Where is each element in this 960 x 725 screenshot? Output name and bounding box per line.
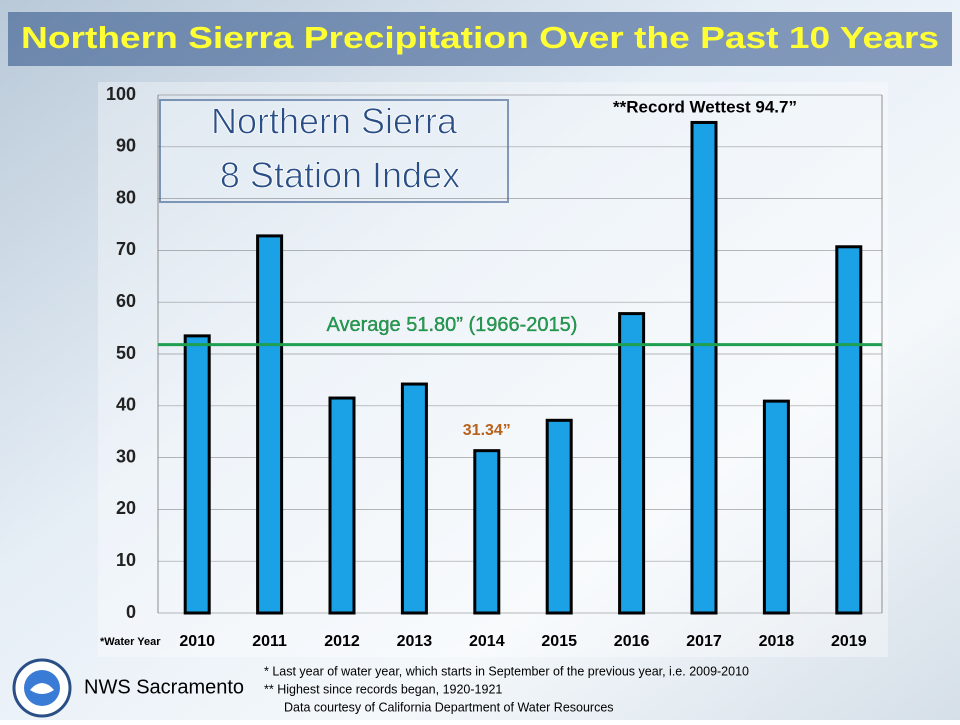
y-tick-label: 70 — [116, 239, 136, 259]
bar — [545, 418, 573, 615]
y-tick-label: 100 — [106, 84, 136, 104]
y-tick-label: 10 — [116, 550, 136, 570]
bar — [690, 120, 718, 615]
y-tick-label: 50 — [116, 343, 136, 363]
title-bar — [8, 12, 952, 66]
footnote: ** Highest since records began, 1920-192… — [264, 682, 502, 696]
chart-title: Northern Sierra Precipitation Over the P… — [21, 20, 939, 55]
y-tick-label: 40 — [116, 395, 136, 415]
y-tick-label: 0 — [126, 602, 136, 622]
x-tick-label: 2014 — [469, 633, 505, 650]
bar — [256, 234, 284, 615]
value-label: 31.34” — [463, 422, 511, 439]
x-tick-label: 2011 — [252, 633, 287, 650]
y-tick-label: 60 — [116, 291, 136, 311]
y-tick-label: 30 — [116, 446, 136, 466]
x-tick-label: 2016 — [614, 633, 650, 650]
source: NWS Sacramento — [84, 676, 244, 698]
y-tick-label: 80 — [116, 187, 136, 207]
x-tick-label: 2018 — [759, 633, 795, 650]
average-label: Average 51.80” (1966-2015) — [327, 314, 578, 336]
footnote: * Last year of water year, which starts … — [264, 664, 749, 678]
x-tick-label: 2017 — [686, 633, 722, 650]
x-tick-label: 2019 — [831, 633, 867, 650]
bar — [400, 382, 428, 615]
bar — [473, 449, 501, 615]
footnote: Data courtesy of California Department o… — [284, 700, 614, 714]
bar — [328, 396, 356, 615]
y-tick-label: 20 — [116, 498, 136, 518]
x-note: *Water Year — [100, 636, 161, 648]
nws-logo — [12, 658, 72, 718]
subtitle-box — [159, 99, 509, 203]
subtitle: 8 Station Index — [220, 155, 460, 196]
x-tick-label: 2012 — [324, 633, 360, 650]
x-tick-label: 2010 — [179, 633, 215, 650]
bar — [762, 399, 790, 615]
bar — [618, 312, 646, 615]
annotation: **Record Wettest 94.7” — [613, 97, 797, 116]
y-tick-label: 90 — [116, 136, 136, 156]
subtitle: Northern Sierra — [211, 101, 458, 142]
x-tick-label: 2013 — [397, 633, 433, 650]
bar — [835, 245, 863, 615]
bar — [183, 334, 211, 615]
x-tick-label: 2015 — [541, 633, 577, 650]
